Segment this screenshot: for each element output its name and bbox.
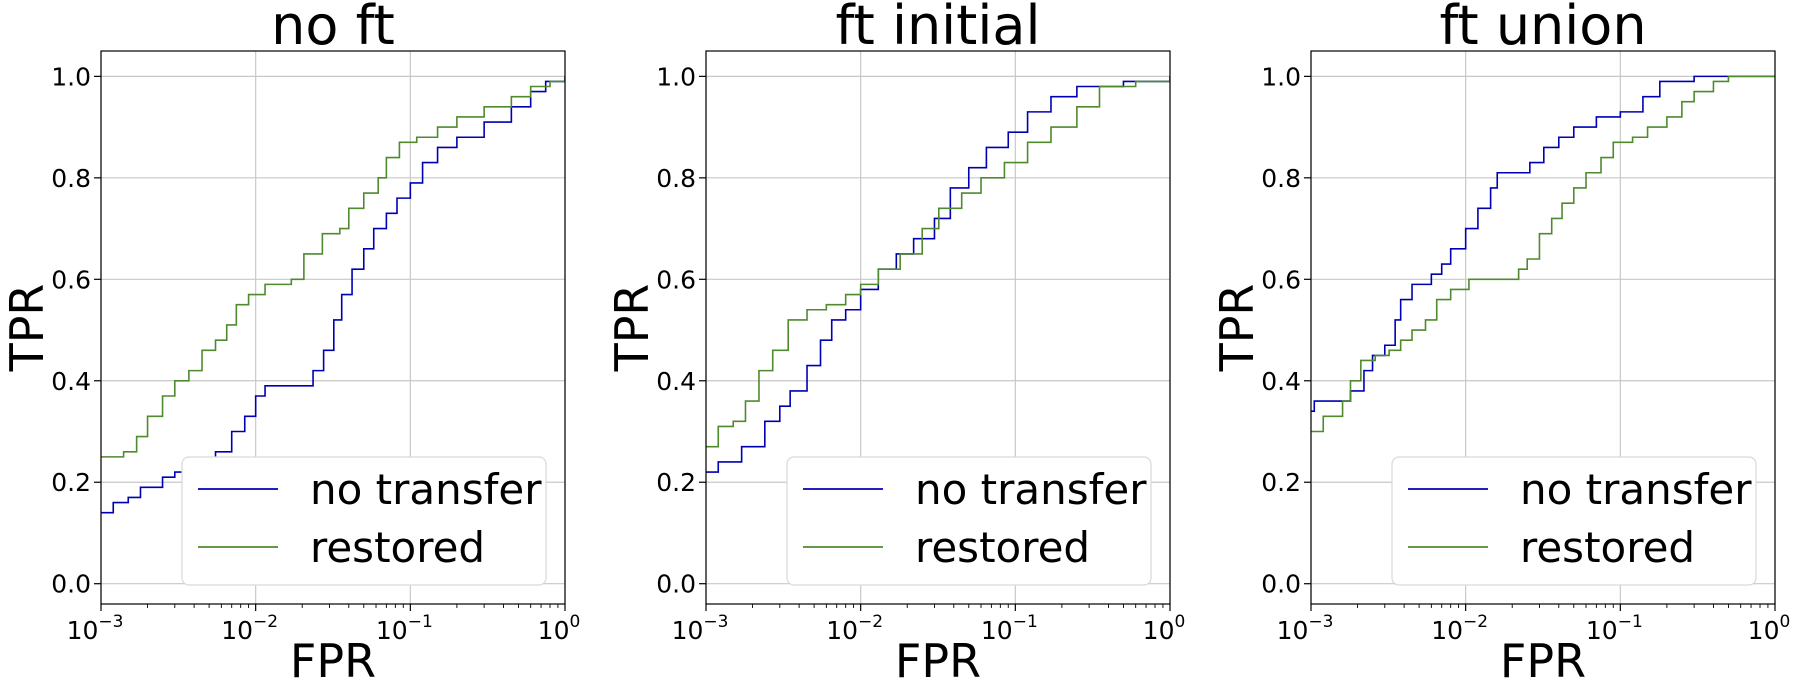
- x-tick-label: 10−2: [826, 612, 883, 645]
- y-tick-label: 0.0: [1261, 570, 1301, 599]
- legend: no transfer restored: [786, 456, 1152, 586]
- y-tick-label: 0.2: [1261, 468, 1301, 497]
- x-axis-label: FPR: [1500, 634, 1586, 688]
- x-tick-label: 100: [1748, 612, 1791, 645]
- legend-label: restored: [310, 523, 485, 572]
- chart-panel-2: 0.0 0.2 0.4 0.6 0.8 1.0 10−3 10−2 10−1 100 ft init…: [605, 0, 1185, 688]
- y-tick-label: 0.0: [51, 570, 91, 599]
- y-tick-label: 0.4: [51, 367, 91, 396]
- x-tick-label: 10−2: [221, 612, 278, 645]
- y-tick-label: 0.8: [656, 164, 696, 193]
- x-tick-label: 10−1: [981, 612, 1038, 645]
- y-tick-label: 0.6: [51, 265, 91, 294]
- y-axis-label: TPR: [1210, 284, 1264, 373]
- y-tick-label: 0.4: [656, 367, 696, 396]
- roc-curve-restored: [101, 76, 565, 458]
- y-tick-label: 0.2: [656, 468, 696, 497]
- x-tick-label: 100: [1143, 612, 1186, 645]
- y-tick-label: 0.6: [1261, 265, 1301, 294]
- legend: no transfer restored: [181, 456, 547, 586]
- x-tick-label: 10−3: [1277, 612, 1334, 645]
- x-axis-label: FPR: [290, 634, 376, 688]
- roc-curve-restored: [706, 76, 1170, 448]
- legend-label: no transfer: [1520, 465, 1752, 514]
- y-tick-label: 0.6: [656, 265, 696, 294]
- x-tick-label: 100: [538, 612, 581, 645]
- chart-title: no ft: [271, 0, 395, 57]
- legend-label: no transfer: [310, 465, 542, 514]
- y-axis-label: TPR: [0, 284, 54, 373]
- y-tick-label: 1.0: [51, 62, 91, 91]
- legend-label: no transfer: [915, 465, 1147, 514]
- plot-frame: [1310, 50, 1776, 605]
- plot-frame: [100, 50, 566, 605]
- roc-curve-no-transfer: [101, 76, 565, 514]
- legend: no transfer restored: [1391, 456, 1757, 586]
- roc-curve-no-transfer: [706, 76, 1170, 473]
- y-tick-label: 0.4: [1261, 367, 1301, 396]
- plot-frame: [705, 50, 1171, 605]
- legend-label: restored: [1520, 523, 1695, 572]
- roc-curve-restored: [1311, 75, 1775, 433]
- y-tick-label: 0.8: [1261, 164, 1301, 193]
- y-tick-label: 1.0: [656, 62, 696, 91]
- x-tick-label: 10−3: [672, 612, 729, 645]
- y-tick-label: 1.0: [1261, 62, 1301, 91]
- x-axis-label: FPR: [895, 634, 981, 688]
- chart-panel-3: 0.0 0.2 0.4 0.6 0.8 1.0 10−3 10−2 10−1 100 ft unio…: [1210, 0, 1790, 688]
- chart-panel-1: 0.0 0.2 0.4 0.6 0.8 1.0 10−3 10−2 10−1 100 no ft FP…: [0, 0, 580, 688]
- y-tick-label: 0.8: [51, 164, 91, 193]
- x-tick-label: 10−1: [1586, 612, 1643, 645]
- y-tick-label: 0.0: [656, 570, 696, 599]
- x-tick-label: 10−2: [1431, 612, 1488, 645]
- x-tick-label: 10−1: [376, 612, 433, 645]
- x-tick-label: 10−3: [67, 612, 124, 645]
- chart-title: ft union: [1439, 0, 1646, 57]
- roc-curve-no-transfer: [1311, 75, 1775, 413]
- chart-title: ft initial: [836, 0, 1041, 57]
- legend-label: restored: [915, 523, 1090, 572]
- y-axis-label: TPR: [605, 284, 659, 373]
- y-tick-label: 0.2: [51, 468, 91, 497]
